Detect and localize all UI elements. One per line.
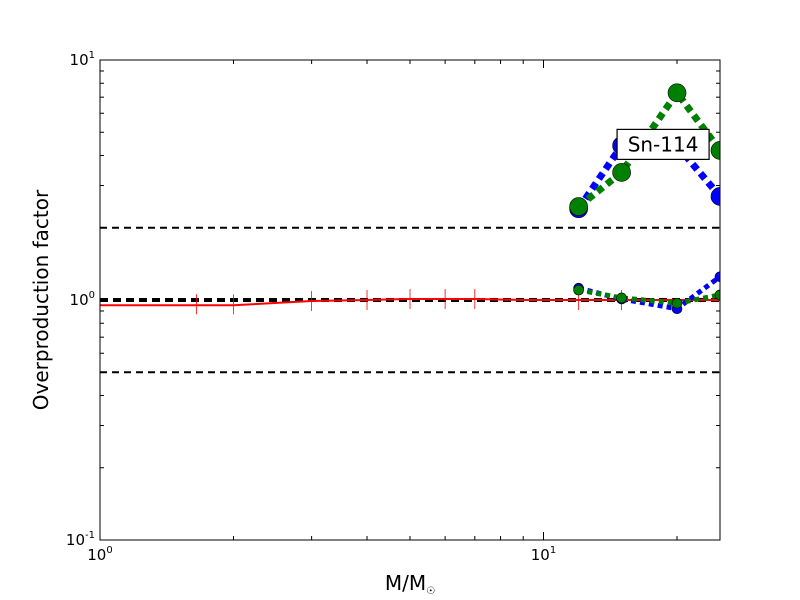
annotation-frame [616,128,710,160]
series-line [578,287,720,306]
y-tick-label: 101 [70,50,95,69]
data-point [671,297,683,309]
x-tick-label: 100 [87,545,112,564]
data-point [714,271,720,283]
series-line [575,142,720,211]
annotation-label: Sn-114 [628,132,699,156]
plot-frame [99,59,721,541]
y-axis-label: Overproduction factor [29,189,53,410]
data-point [710,187,720,206]
data-point [612,163,631,182]
x-axis-label-sun-symbol: ☉ [426,586,435,597]
data-point [573,284,584,296]
data-point [569,197,588,216]
annotation-box: Sn-114 [616,128,710,160]
y-tick-label: 10-1 [66,530,95,549]
series-line [100,298,720,307]
data-point [667,83,687,103]
x-axis-label: M/M☉ [385,571,435,597]
series-line [576,89,720,210]
reference-lines [100,226,720,374]
data-point [710,141,720,160]
data-point [616,292,627,304]
x-tick-label: 101 [531,545,556,564]
minor-ticks [100,60,720,540]
x-axis-label-main: M/M [385,571,426,595]
y-tick-label: 100 [70,290,95,309]
data-point [714,289,720,301]
